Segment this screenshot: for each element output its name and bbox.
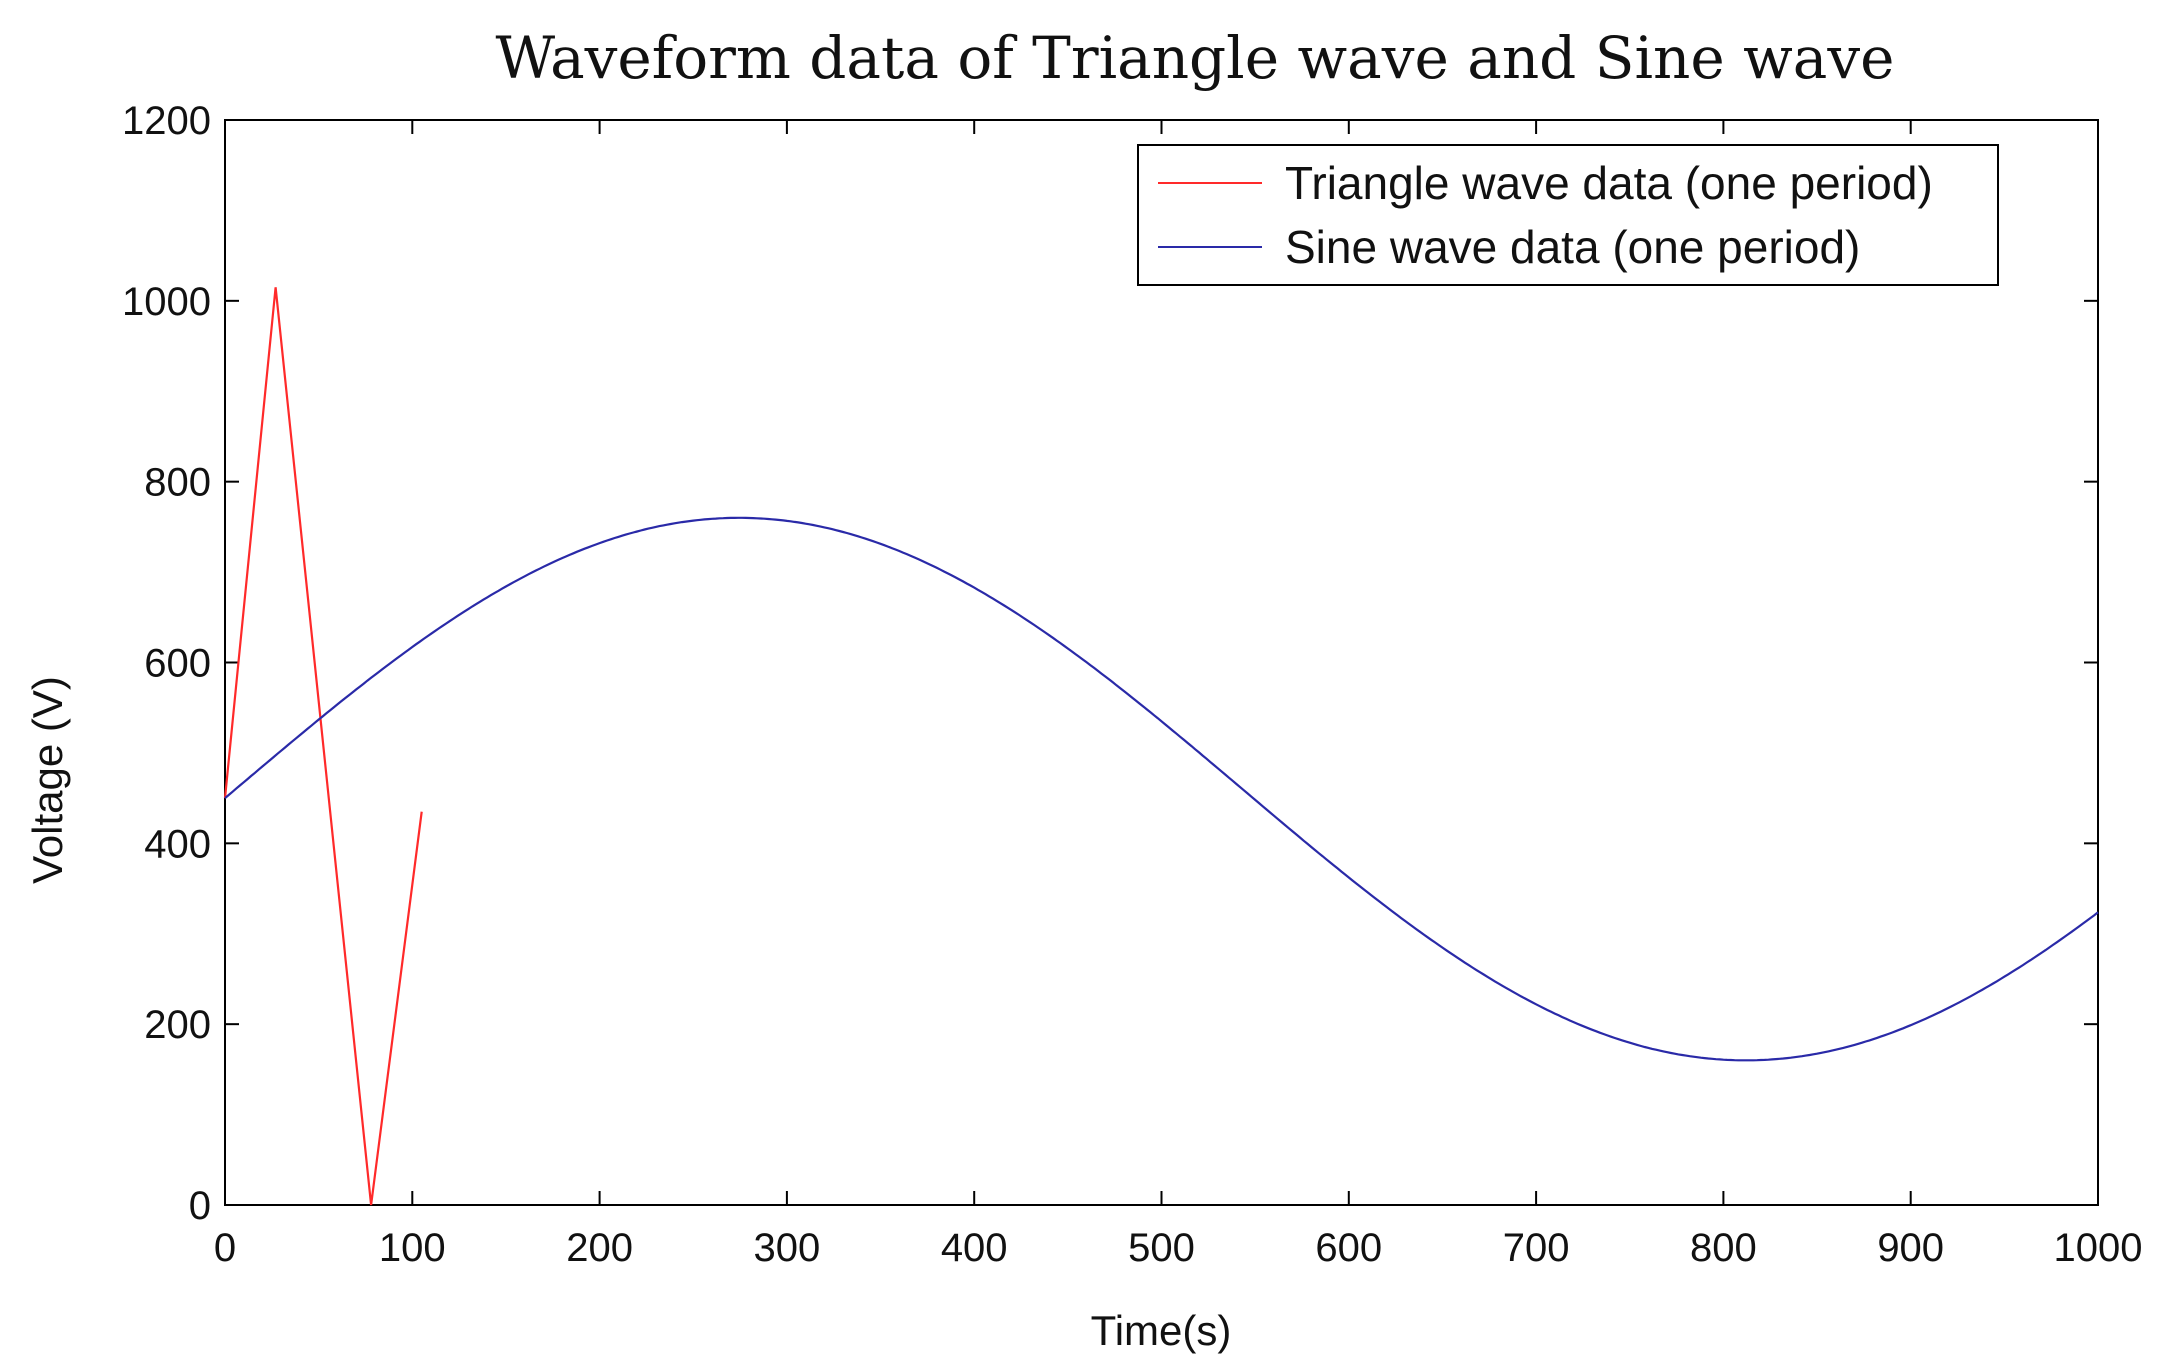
y-axis-ticks: 0 200 400 600 800 1000 1200 [122,99,2098,1228]
y-tick-label: 200 [144,1003,211,1047]
x-tick-label: 400 [941,1226,1008,1270]
x-tick-label: 800 [1690,1226,1757,1270]
x-tick-label: 300 [754,1226,821,1270]
series-sine-line [224,516,2099,1062]
y-axis-label: Voltage (V) [24,676,71,884]
legend-box [1137,144,1999,286]
x-tick-label: 500 [1128,1226,1195,1270]
x-tick-label: 100 [379,1226,446,1270]
chart-title: Waveform data of Triangle wave and Sine … [496,24,1895,92]
x-tick-label: 600 [1315,1226,1382,1270]
x-tick-label: 0 [214,1226,236,1270]
legend: Triangle wave data (one period) Sine wav… [1137,144,1999,286]
x-tick-label: 900 [1877,1226,1944,1270]
y-tick-label: 600 [144,642,211,686]
legend-label-sine: Sine wave data (one period) [1285,221,1860,273]
y-tick-label: 1000 [122,280,211,324]
x-axis-label: Time(s) [1091,1307,1232,1354]
y-tick-label: 800 [144,461,211,505]
x-tick-label: 1000 [2054,1226,2143,1270]
y-tick-label: 0 [189,1184,211,1228]
series-layer [223,287,2099,1206]
legend-label-triangle: Triangle wave data (one period) [1285,157,1933,209]
x-axis-ticks: 0 100 200 300 400 500 600 700 800 900 1000 [214,120,2143,1270]
y-tick-label: 400 [144,822,211,866]
x-tick-label: 200 [566,1226,633,1270]
series-triangle-line [223,287,423,1206]
y-tick-label: 1200 [122,99,211,143]
x-tick-label: 700 [1503,1226,1570,1270]
